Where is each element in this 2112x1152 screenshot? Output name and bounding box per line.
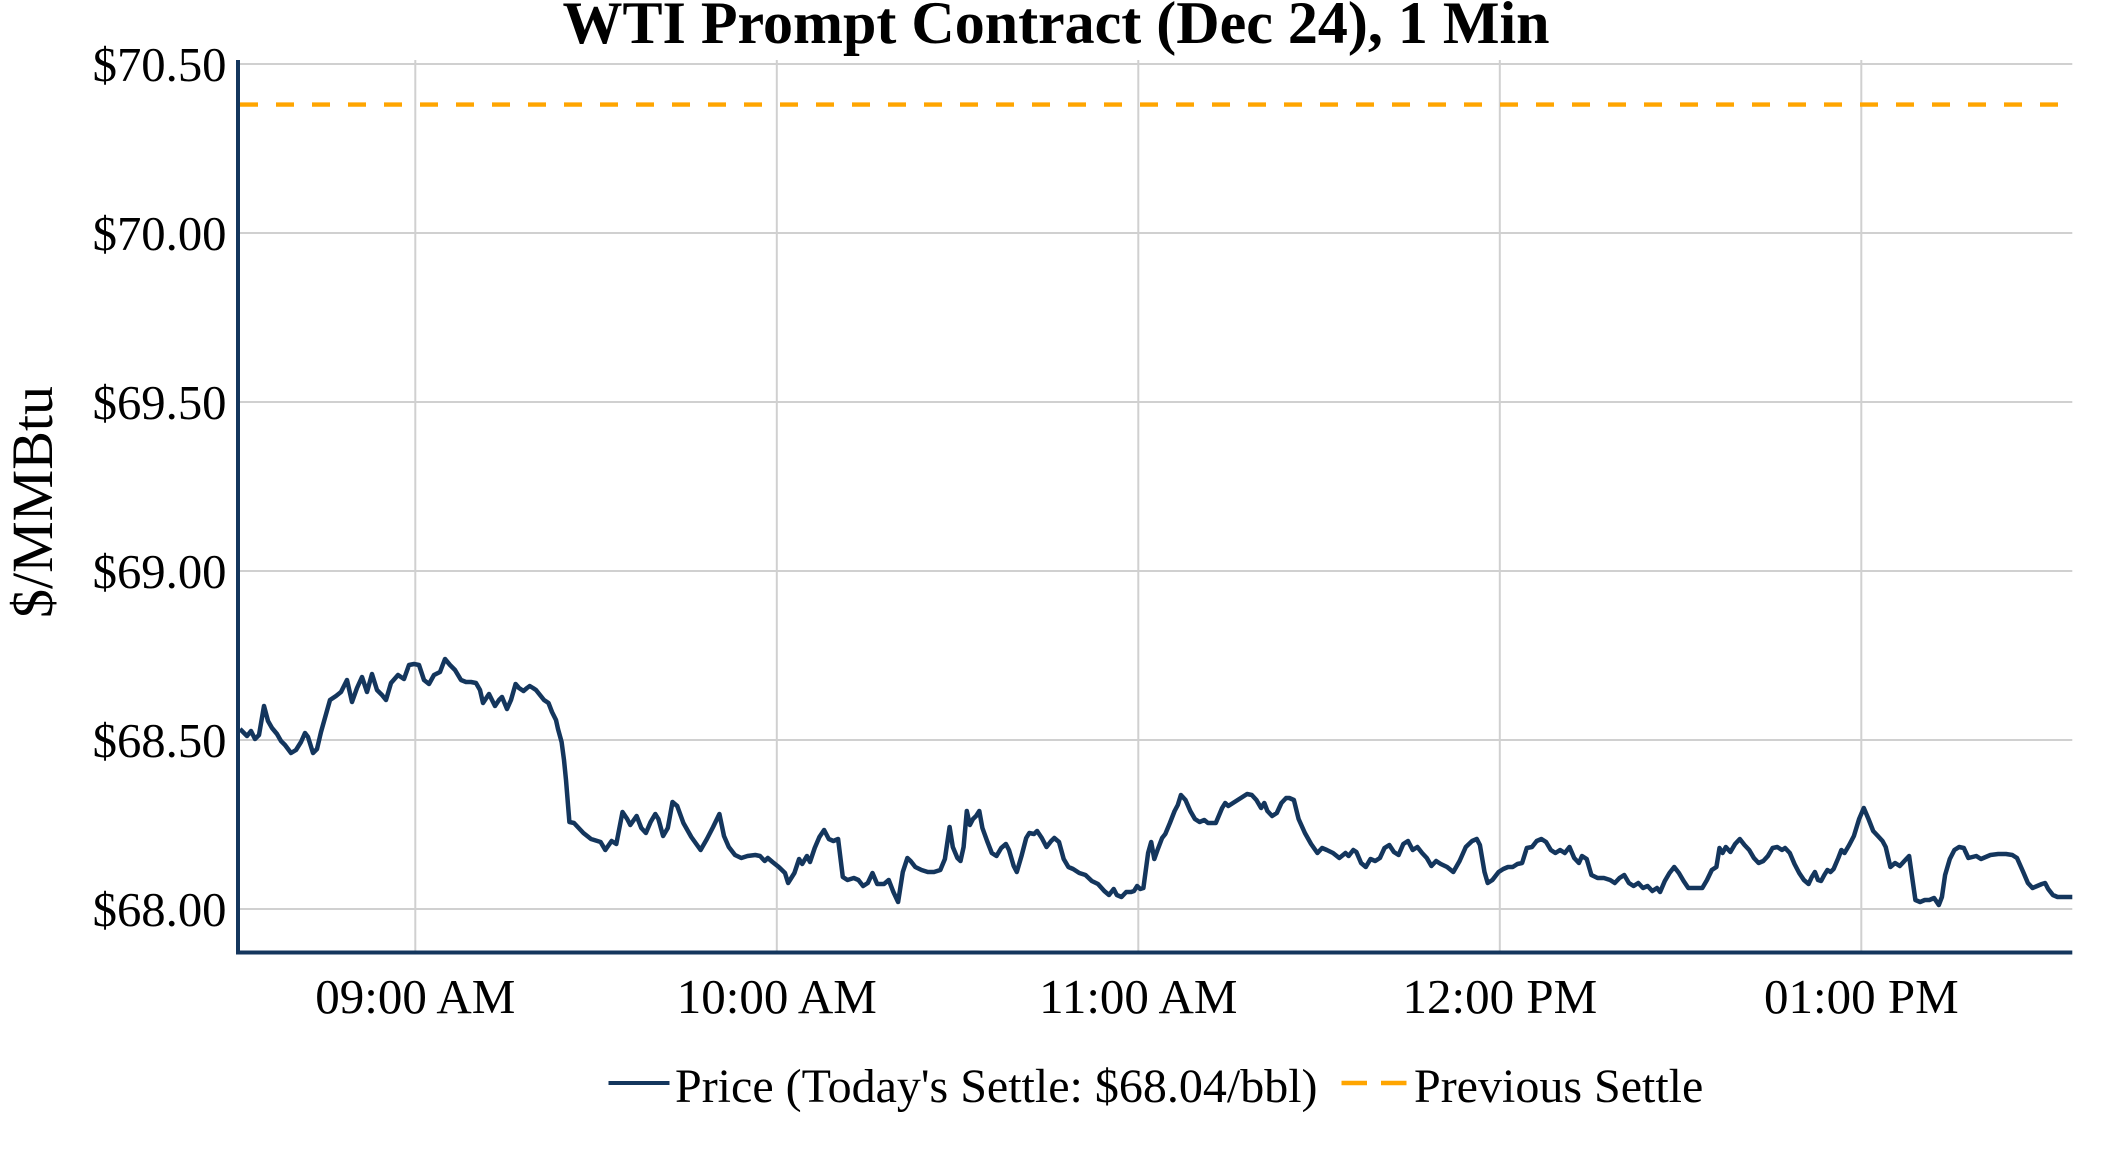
svg-text:$69.00: $69.00 bbox=[93, 545, 227, 599]
svg-text:$68.00: $68.00 bbox=[93, 883, 227, 937]
svg-text:09:00 AM: 09:00 AM bbox=[315, 969, 515, 1024]
svg-text:$70.50: $70.50 bbox=[93, 38, 227, 92]
svg-text:$70.00: $70.00 bbox=[93, 207, 227, 261]
svg-text:$/MMBtu: $/MMBtu bbox=[0, 386, 65, 618]
svg-text:10:00 AM: 10:00 AM bbox=[677, 969, 877, 1024]
svg-text:$69.50: $69.50 bbox=[93, 376, 227, 430]
svg-text:Previous Settle: Previous Settle bbox=[1414, 1060, 1703, 1113]
svg-text:12:00 PM: 12:00 PM bbox=[1402, 969, 1597, 1024]
svg-text:01:00 PM: 01:00 PM bbox=[1764, 969, 1959, 1024]
svg-text:Price (Today's Settle: $68.04/: Price (Today's Settle: $68.04/bbl) bbox=[675, 1060, 1318, 1113]
svg-text:$68.50: $68.50 bbox=[93, 714, 227, 768]
svg-text:11:00 AM: 11:00 AM bbox=[1039, 969, 1237, 1024]
svg-text:WTI Prompt Contract (Dec 24),: WTI Prompt Contract (Dec 24), 1 Min bbox=[562, 0, 1549, 56]
